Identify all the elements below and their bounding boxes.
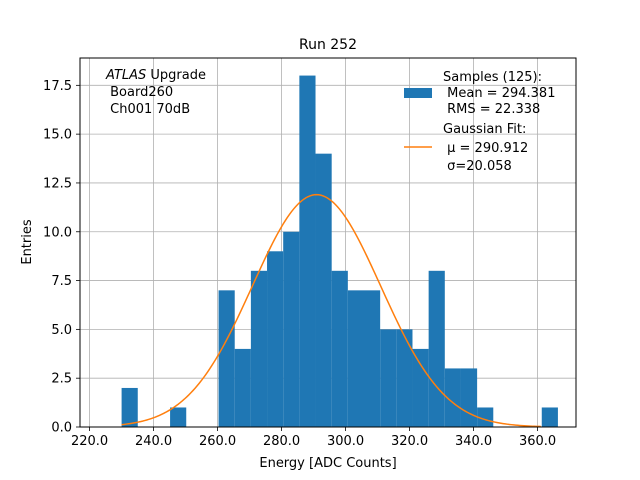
histogram-bar-11 — [299, 75, 316, 428]
histogram-bar-20 — [444, 368, 461, 427]
x-tick-label-5: 320.0 — [391, 434, 428, 449]
histogram-bar-14 — [347, 290, 364, 427]
y-tick-label-0: 0.0 — [51, 421, 72, 436]
histogram-bar-7 — [234, 348, 251, 427]
atlas-annotation: ATLAS Upgrade Board260 Ch001 70dB — [105, 68, 206, 117]
x-axis-ticks: 220.0 240.0 260.0 280.0 300.0 320.0 340.0 360.0 — [71, 427, 556, 449]
annotation-channel: Ch001 70dB — [106, 102, 190, 117]
histogram-bar-9 — [267, 251, 284, 427]
legend: Samples (125): Mean = 294.381 RMS = 22.3… — [404, 70, 555, 174]
plot-frame — [79, 57, 577, 428]
y-tick-label-3: 7.5 — [51, 274, 72, 289]
y-tick-label-7: 17.5 — [43, 79, 72, 94]
x-tick-label-3: 280.0 — [263, 434, 300, 449]
annotation-atlas: ATLAS — [105, 68, 146, 83]
gaussian-fit-line — [121, 193, 541, 428]
y-tick-label-5: 12.5 — [43, 176, 72, 191]
y-tick-label-4: 10.0 — [43, 225, 72, 240]
histogram-bar-15 — [364, 290, 381, 427]
histogram-bars — [121, 75, 558, 428]
histogram-bar-18 — [412, 348, 429, 427]
histogram-bar-8 — [250, 270, 268, 427]
chart-title: Run 252 — [299, 37, 357, 53]
histogram-bar-6 — [218, 290, 235, 427]
histogram-bar-19 — [428, 270, 445, 427]
legend-fit-label: Gaussian Fit: — [443, 122, 526, 137]
histogram-bar-26 — [541, 407, 558, 427]
histogram-bar-21 — [460, 368, 478, 427]
annotation-board: Board260 — [106, 85, 173, 100]
x-tick-label-2: 260.0 — [199, 434, 236, 449]
legend-mu: μ = 290.912 — [443, 141, 528, 156]
x-tick-label-1: 240.0 — [135, 434, 172, 449]
legend-sigma: σ=20.058 — [443, 159, 512, 174]
histogram-bar-3 — [170, 407, 187, 427]
legend-rms: RMS = 22.338 — [443, 102, 540, 117]
histogram-bar-0 — [121, 387, 138, 427]
legend-histogram-swatch — [404, 88, 432, 98]
histogram-bar-13 — [331, 270, 348, 427]
x-tick-label-6: 340.0 — [455, 434, 492, 449]
histogram-bar-12 — [315, 153, 332, 427]
histogram-bar-10 — [283, 231, 300, 427]
x-tick-label-4: 300.0 — [327, 434, 364, 449]
annotation-upgrade: Upgrade — [146, 68, 206, 83]
y-tick-label-1: 2.5 — [51, 372, 72, 387]
y-tick-label-6: 15.0 — [43, 128, 72, 143]
histogram-bar-17 — [396, 329, 413, 427]
y-axis-label: Entries — [20, 219, 35, 265]
histogram-bar-22 — [477, 407, 494, 427]
gaussian-fit-curve — [121, 193, 541, 428]
legend-mean: Mean = 294.381 — [443, 86, 555, 101]
y-tick-label-2: 5.0 — [51, 323, 72, 338]
histogram-bar-16 — [380, 329, 397, 427]
x-tick-label-0: 220.0 — [71, 434, 108, 449]
annotation-line-1: ATLAS Upgrade — [105, 68, 206, 83]
x-axis-label: Energy [ADC Counts] — [259, 456, 396, 471]
x-tick-label-7: 360.0 — [519, 434, 556, 449]
legend-samples-label: Samples (125): — [443, 70, 542, 85]
y-axis-ticks: 0.0 2.5 5.0 7.5 10.0 12.5 15.0 17.5 — [43, 79, 80, 436]
